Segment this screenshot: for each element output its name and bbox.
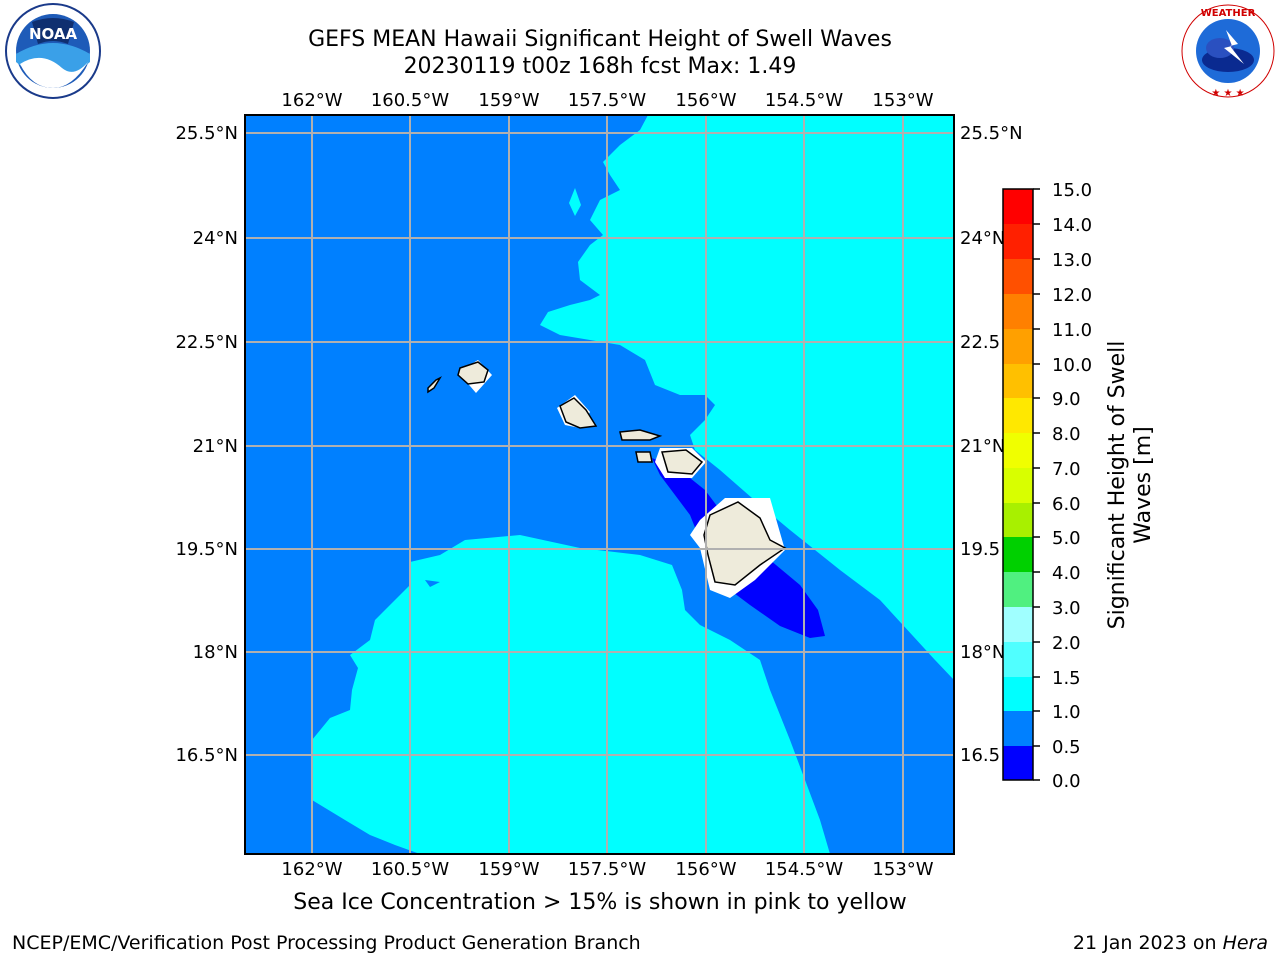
- island-lanai: [635, 451, 653, 463]
- lat-left-label: 16.5°N: [175, 745, 238, 766]
- lon-bottom-label: 160.5°W: [371, 859, 450, 880]
- lat-left-label: 22.5°N: [175, 332, 238, 353]
- lon-top-label: 159°W: [478, 90, 539, 111]
- colorbar-tick-label: 8.0: [1052, 424, 1081, 445]
- map-frame: [244, 114, 955, 855]
- noaa-logo: NOAA: [5, 3, 101, 99]
- lat-right-label: 19.5: [960, 539, 1000, 560]
- lat-left-label: 21°N: [193, 436, 238, 457]
- lon-bottom-label: 162°W: [281, 859, 342, 880]
- svg-text:WEATHER: WEATHER: [1201, 8, 1256, 19]
- colorbar-tick-label: 5.0: [1052, 528, 1081, 549]
- lat-left-label: 19.5°N: [175, 539, 238, 560]
- map-gridlines: [245, 115, 954, 854]
- colorbar-tick-label: 0.5: [1052, 737, 1081, 758]
- island-maui: [661, 449, 704, 475]
- lat-right-label: 25.5°N: [960, 123, 1023, 144]
- island-niihau: [427, 376, 442, 394]
- lat-right-label: 21°N: [960, 436, 1005, 457]
- lon-top-label: 156°W: [675, 90, 736, 111]
- lat-left-label: 18°N: [193, 642, 238, 663]
- island-oahu: [559, 397, 598, 429]
- colorbar-tick-label: 10.0: [1052, 355, 1092, 376]
- colorbar-label: Waves [m]: [1131, 426, 1156, 543]
- colorbar: [1002, 188, 1034, 781]
- footer-date: 21 Jan 2023 on Hera: [1073, 932, 1268, 954]
- footer-host: Hera: [1222, 932, 1268, 954]
- lon-top-label: 154.5°W: [765, 90, 844, 111]
- colorbar-tick-label: 14.0: [1052, 215, 1092, 236]
- lat-right-label: 24°N: [960, 228, 1005, 249]
- lon-bottom-label: 153°W: [872, 859, 933, 880]
- lat-right-label: 18°N: [960, 642, 1005, 663]
- lat-left-label: 24°N: [193, 228, 238, 249]
- colorbar-tick-label: 15.0: [1052, 180, 1092, 201]
- colorbar-tick-label: 6.0: [1052, 494, 1081, 515]
- colorbar-tick-label: 12.0: [1052, 285, 1092, 306]
- colorbar-tick-label: 0.0: [1052, 771, 1081, 792]
- lat-right-label: 16.5: [960, 745, 1000, 766]
- lat-right-label: 22.5: [960, 332, 1000, 353]
- island-molokai: [619, 429, 663, 441]
- lon-top-label: 160.5°W: [371, 90, 450, 111]
- island-kauai: [457, 361, 489, 385]
- colorbar-tick-label: 4.0: [1052, 563, 1081, 584]
- colorbar-tick-label: 3.0: [1052, 598, 1081, 619]
- lon-top-label: 157.5°W: [568, 90, 647, 111]
- lon-bottom-label: 156°W: [675, 859, 736, 880]
- map-subtitle: 20230119 t00z 168h fcst Max: 1.49: [403, 54, 797, 79]
- colorbar-tick-label: 1.0: [1052, 702, 1081, 723]
- lon-top-label: 153°W: [872, 90, 933, 111]
- lon-bottom-label: 157.5°W: [568, 859, 647, 880]
- colorbar-tick-label: 9.0: [1052, 389, 1081, 410]
- lon-top-label: 162°W: [281, 90, 342, 111]
- colorbar-tick-label: 1.5: [1052, 668, 1081, 689]
- colorbar-label: Significant Height of Swell: [1105, 341, 1130, 630]
- colorbar-tick-label: 13.0: [1052, 250, 1092, 271]
- colorbar-ticks: 15.0 14.0 13.0 12.0 11.0 10.0 9.0 8.0 7.…: [1033, 180, 1092, 792]
- lon-bottom-label: 159°W: [478, 859, 539, 880]
- footer-date-text: 21 Jan 2023 on: [1072, 932, 1223, 954]
- svg-text:★ ★ ★: ★ ★ ★: [1211, 88, 1244, 99]
- ocean-field-high-southwest: [312, 535, 830, 854]
- noaa-logo-text: NOAA: [29, 25, 78, 43]
- lon-bottom-label: 154.5°W: [765, 859, 844, 880]
- footer-credit: NCEP/EMC/Verification Post Processing Pr…: [12, 932, 641, 954]
- lat-left-label: 25.5°N: [175, 123, 238, 144]
- nws-logo: WEATHER ★ ★ ★: [1181, 4, 1275, 99]
- ocean-field-high-northeast: [540, 115, 954, 680]
- sea-ice-note: Sea Ice Concentration > 15% is shown in …: [293, 890, 907, 915]
- colorbar-tick-label: 7.0: [1052, 459, 1081, 480]
- colorbar-tick-label: 2.0: [1052, 633, 1081, 654]
- map-title: GEFS MEAN Hawaii Significant Height of S…: [308, 27, 892, 52]
- colorbar-tick-label: 11.0: [1052, 320, 1092, 341]
